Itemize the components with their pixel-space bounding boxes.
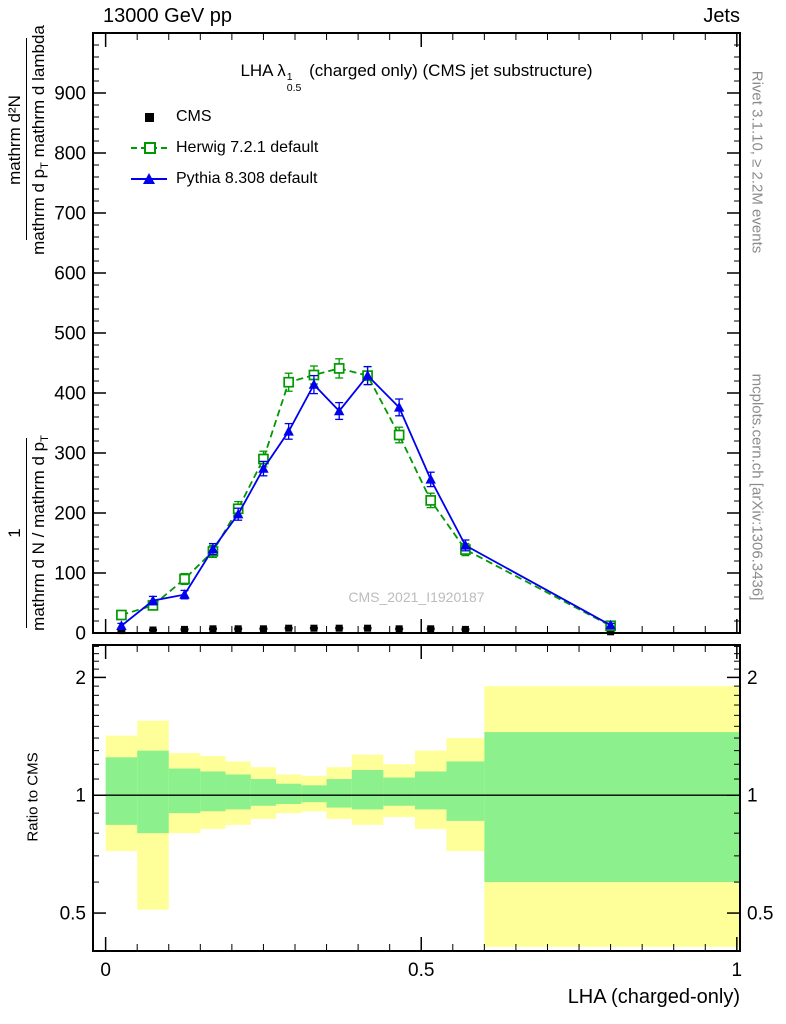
legend-label-cms: CMS [176, 107, 212, 125]
y-axis-label-numerator-bottom: 1 [5, 528, 24, 538]
rivet-version-label: Rivet 3.1.10, ≥ 2.2M events [748, 70, 766, 254]
svg-text:1: 1 [747, 786, 758, 807]
herwig-marker-icon [131, 138, 167, 158]
svg-text:600: 600 [54, 264, 86, 285]
plot-title: LHA λ 1 0.5 (charged only) (CMS jet substr… [93, 61, 740, 94]
series-cms [117, 624, 615, 636]
svg-text:0.5: 0.5 [747, 904, 773, 925]
legend-row-herwig: Herwig 7.2.1 default [131, 132, 318, 163]
svg-text:0: 0 [75, 624, 86, 645]
ratio-axis-label: Ratio to CMS [24, 752, 42, 842]
title-lambda: λ [277, 61, 286, 80]
ratio-green-band [105, 732, 740, 883]
y-axis-label-denominator-top: mathrm d pT mathrm d lambda [29, 25, 51, 255]
pythia-marker-icon [131, 169, 167, 189]
process-label: Jets [703, 5, 740, 27]
svg-text:1: 1 [75, 786, 86, 807]
legend-label-pythia: Pythia 8.308 default [176, 169, 318, 187]
x-axis-title: LHA (charged-only) [567, 986, 740, 1008]
legend-row-pythia: Pythia 8.308 default [131, 163, 318, 194]
svg-text:2: 2 [747, 668, 758, 689]
title-prefix: LHA [240, 61, 278, 80]
svg-text:700: 700 [54, 204, 86, 225]
cms-marker-icon [131, 107, 167, 127]
title-subscript: 0.5 [286, 82, 302, 95]
y-axis-label-numerator-top: mathrm d²N [5, 95, 24, 185]
svg-text:100: 100 [54, 564, 86, 585]
svg-text:400: 400 [54, 384, 86, 405]
svg-text:800: 800 [54, 144, 86, 165]
axis-ticks [93, 33, 740, 951]
svg-text:200: 200 [54, 504, 86, 525]
svg-text:500: 500 [54, 324, 86, 345]
legend-label-herwig: Herwig 7.2.1 default [176, 138, 319, 156]
svg-text:2: 2 [75, 668, 86, 689]
ylabel-den-top-pre: mathrm d p [28, 168, 48, 255]
ylabel-den-top-post: mathrm d lambda [28, 25, 48, 163]
title-suffix: (charged only) (CMS jet substructure) [304, 61, 593, 80]
svg-text:1: 1 [732, 960, 743, 981]
y-axis-label-denominator-bottom: mathrm d N / mathrm d pT [29, 435, 51, 631]
ylabel-den-top-sub: T [39, 162, 52, 169]
title-lambda-indices: 1 0.5 [286, 71, 302, 95]
series-pythia [116, 365, 616, 630]
title-superscript: 1 [286, 71, 293, 83]
ylabel-den-bottom-pre: mathrm d N / mathrm d p [28, 441, 48, 631]
watermark-analysis-id: CMS_2021_I1920187 [348, 589, 485, 605]
svg-text:300: 300 [54, 444, 86, 465]
svg-text:0.5: 0.5 [408, 960, 434, 981]
legend-row-cms: CMS [131, 101, 318, 132]
ylabel-den-bottom-sub: T [39, 435, 52, 442]
svg-text:900: 900 [54, 84, 86, 105]
beam-energy-label: 13000 GeV pp [103, 5, 232, 27]
mcplots-credit-label: mcplots.cern.ch [arXiv:1306.3436] [748, 373, 766, 601]
svg-text:0: 0 [100, 960, 111, 981]
fraction-bar-bottom [26, 438, 28, 628]
legend: CMS Herwig 7.2.1 default Pythia 8.308 de… [131, 101, 318, 194]
fraction-bar-top [26, 38, 28, 240]
svg-text:0.5: 0.5 [60, 904, 86, 925]
axis-tick-labels: 0 100 200 300 400 500 600 700 800 900 0 0.5 1 0.5 0.5 1… [54, 84, 773, 982]
